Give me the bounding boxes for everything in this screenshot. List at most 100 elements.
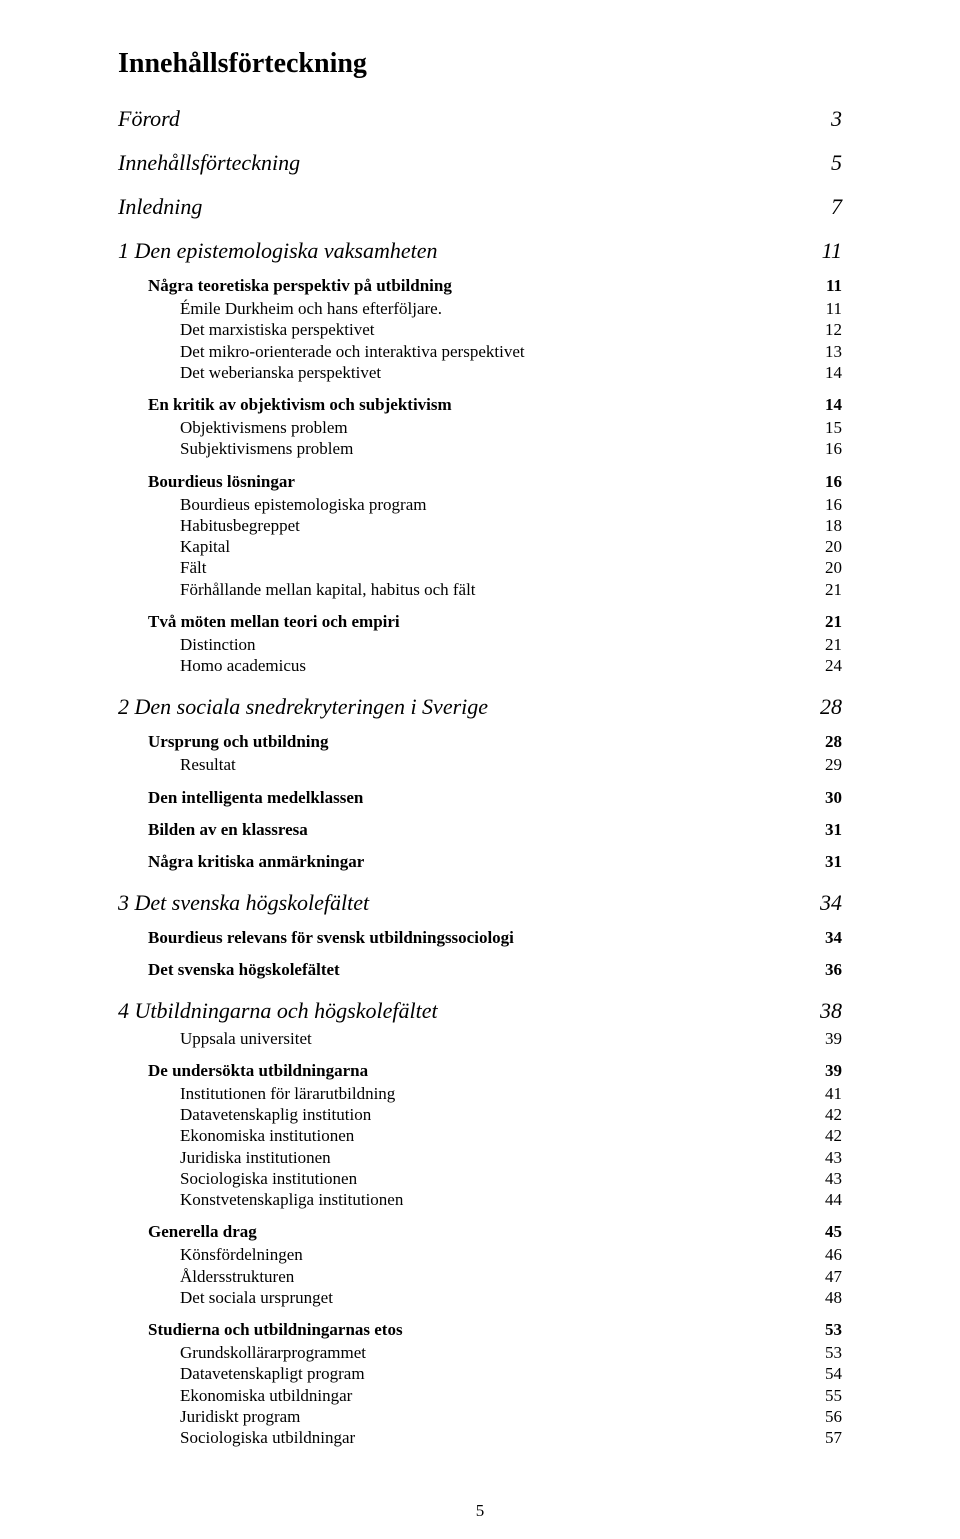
toc-entry: Juridiska institutionen43 — [118, 1147, 842, 1168]
toc-entry-page: 18 — [814, 515, 842, 536]
toc-entry: Ekonomiska institutionen 42 — [118, 1125, 842, 1146]
toc-entry-page: 41 — [814, 1083, 842, 1104]
toc-entry: 3 Det svenska högskolefältet34 — [118, 890, 842, 916]
toc-entry: Objektivismens problem15 — [118, 417, 842, 438]
toc-entry-label: Grundskollärarprogrammet — [180, 1342, 366, 1363]
toc-entry-label: Datavetenskaplig institution — [180, 1104, 371, 1125]
toc-entry: Det mikro-orienterade och interaktiva pe… — [118, 341, 842, 362]
toc-entry-page: 48 — [814, 1287, 842, 1308]
toc-entry-page: 31 — [814, 852, 842, 872]
toc-entry-page: 39 — [814, 1061, 842, 1081]
toc-entry: Bilden av en klassresa31 — [118, 820, 842, 840]
document-page: Innehållsförteckning Förord3Innehållsför… — [0, 0, 960, 1539]
toc-entry-page: 53 — [814, 1342, 842, 1363]
toc-entry-label: Åldersstrukturen — [180, 1266, 294, 1287]
toc-entry: Förhållande mellan kapital, habitus och … — [118, 579, 842, 600]
toc-entry-page: 43 — [814, 1168, 842, 1189]
toc-entry-page: 53 — [814, 1320, 842, 1340]
toc-entry: Bourdieus relevans för svensk utbildning… — [118, 928, 842, 948]
toc-entry-page: 20 — [814, 557, 842, 578]
toc-entry-page: 30 — [814, 788, 842, 808]
toc-entry-label: Några teoretiska perspektiv på utbildnin… — [148, 276, 452, 296]
toc-entry-page: 42 — [814, 1125, 842, 1146]
toc-entry: Det sociala ursprunget48 — [118, 1287, 842, 1308]
toc-entry-page: 38 — [814, 998, 842, 1024]
toc-entry-page: 14 — [814, 395, 842, 415]
toc-entry: Grundskollärarprogrammet 53 — [118, 1342, 842, 1363]
toc-entry: Generella drag45 — [118, 1222, 842, 1242]
toc-entry-page: 29 — [814, 754, 842, 775]
toc-entry-page: 13 — [814, 341, 842, 362]
toc-entry-label: Det marxistiska perspektivet — [180, 319, 375, 340]
toc-entry: Juridiskt program 56 — [118, 1406, 842, 1427]
toc-entry-page: 28 — [814, 732, 842, 752]
toc-entry: Habitusbegreppet18 — [118, 515, 842, 536]
toc-entry-label: Den intelligenta medelklassen — [148, 788, 363, 808]
toc-entry-page: 5 — [814, 150, 842, 176]
toc-entry-label: 2 Den sociala snedrekryteringen i Sverig… — [118, 694, 488, 720]
toc-entry-label: Resultat — [180, 754, 236, 775]
toc-entry: Inledning7 — [118, 194, 842, 220]
toc-entry: Subjektivismens problem 16 — [118, 438, 842, 459]
toc-entry: Ekonomiska utbildningar55 — [118, 1385, 842, 1406]
toc-entry-page: 56 — [814, 1406, 842, 1427]
toc-entry: Sociologiska institutionen 43 — [118, 1168, 842, 1189]
toc-entry-page: 36 — [814, 960, 842, 980]
toc-entry-label: Det mikro-orienterade och interaktiva pe… — [180, 341, 525, 362]
toc-entry-page: 46 — [814, 1244, 842, 1265]
toc-entry: Det marxistiska perspektivet12 — [118, 319, 842, 340]
toc-entry-label: Sociologiska utbildningar — [180, 1427, 355, 1448]
toc-entry: Datavetenskaplig institution42 — [118, 1104, 842, 1125]
toc-entry-page: 11 — [814, 238, 842, 264]
toc-entry-page: 54 — [814, 1363, 842, 1384]
toc-entry: Uppsala universitet39 — [118, 1028, 842, 1049]
toc-entry-label: Studierna och utbildningarnas etos — [148, 1320, 403, 1340]
toc-entry-page: 16 — [814, 494, 842, 515]
toc-entry-label: Juridiskt program — [180, 1406, 300, 1427]
toc-entry: Det weberianska perspektivet14 — [118, 362, 842, 383]
toc-entry-label: Ekonomiska utbildningar — [180, 1385, 352, 1406]
toc-entry-label: Juridiska institutionen — [180, 1147, 331, 1168]
toc-entry-label: Förord — [118, 106, 180, 132]
toc-entry-label: Ursprung och utbildning — [148, 732, 328, 752]
toc-entry-page: 44 — [814, 1189, 842, 1210]
toc-entry-page: 11 — [814, 276, 842, 296]
toc-entry-page: 16 — [814, 472, 842, 492]
toc-entry-label: Fält — [180, 557, 206, 578]
toc-entry-label: 1 Den epistemologiska vaksamheten — [118, 238, 438, 264]
toc-entry: Några kritiska anmärkningar31 — [118, 852, 842, 872]
toc-entry-page: 57 — [814, 1427, 842, 1448]
toc-entry-label: En kritik av objektivism och subjektivis… — [148, 395, 452, 415]
toc-entry: Homo academicus24 — [118, 655, 842, 676]
toc-entry-page: 21 — [814, 579, 842, 600]
toc-entry-label: Datavetenskapligt program — [180, 1363, 365, 1384]
toc-entry-page: 16 — [814, 438, 842, 459]
toc-list: Förord3Innehållsförteckning5Inledning71 … — [118, 106, 842, 1448]
toc-entry-page: 28 — [814, 694, 842, 720]
toc-entry-label: Distinction — [180, 634, 256, 655]
toc-entry-label: Bourdieus relevans för svensk utbildning… — [148, 928, 514, 948]
toc-entry: Sociologiska utbildningar 57 — [118, 1427, 842, 1448]
toc-entry-page: 47 — [814, 1266, 842, 1287]
page-number: 5 — [0, 1501, 960, 1521]
toc-entry-label: Det weberianska perspektivet — [180, 362, 381, 383]
toc-entry-label: 3 Det svenska högskolefältet — [118, 890, 369, 916]
toc-entry: Kapital20 — [118, 536, 842, 557]
toc-entry-page: 34 — [814, 928, 842, 948]
toc-entry-label: Konstvetenskapliga institutionen — [180, 1189, 403, 1210]
toc-entry-label: Könsfördelningen — [180, 1244, 303, 1265]
toc-entry: Distinction21 — [118, 634, 842, 655]
toc-entry-label: Subjektivismens problem — [180, 438, 353, 459]
toc-entry-label: Bourdieus lösningar — [148, 472, 295, 492]
toc-entry: Konstvetenskapliga institutionen 44 — [118, 1189, 842, 1210]
toc-entry: Det svenska högskolefältet36 — [118, 960, 842, 980]
toc-entry: Fält 20 — [118, 557, 842, 578]
page-heading: Innehållsförteckning — [118, 48, 842, 80]
toc-entry-label: Ekonomiska institutionen — [180, 1125, 354, 1146]
toc-entry: 4 Utbildningarna och högskolefältet38 — [118, 998, 842, 1024]
toc-entry-label: Sociologiska institutionen — [180, 1168, 357, 1189]
toc-entry-label: Uppsala universitet — [180, 1028, 312, 1049]
toc-entry: Bourdieus lösningar 16 — [118, 472, 842, 492]
toc-entry-label: Bilden av en klassresa — [148, 820, 308, 840]
toc-entry: Ursprung och utbildning 28 — [118, 732, 842, 752]
